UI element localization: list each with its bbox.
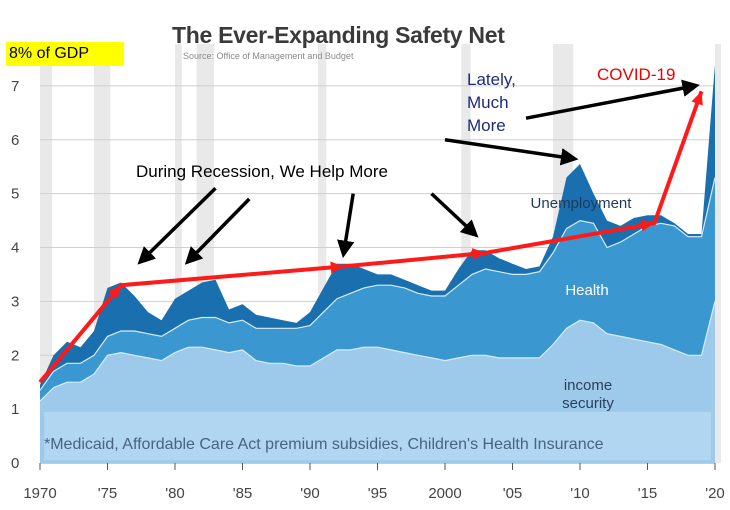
recession-band [318,44,327,463]
y-tick-label: 5 [11,186,19,203]
unemployment-label: Unemployment [531,195,633,212]
health-label: Health [565,282,608,299]
x-tick-label: '05 [503,485,523,502]
boundary-line-1 [39,177,716,391]
chart-source: Source: Office of Management and Budget [183,51,354,61]
recession-annotation: During Recession, We Help More [136,162,388,181]
annotation-arrow [430,192,479,238]
x-tick-label: '75 [98,485,118,502]
chart-footnote: *Medicaid, Affordable Care Act premium s… [44,436,604,453]
lately-line3: More [467,116,506,135]
recession-band [175,44,182,463]
y-tick-label: 7 [11,78,19,95]
x-tick-label: '20 [705,485,725,502]
annotation-arrow [525,79,700,120]
annotation-arrow [137,186,217,265]
trend-arrowhead [108,285,121,299]
trend-line [38,90,704,384]
y-tick-label: 1 [11,401,19,418]
annotation-arrows [137,79,700,265]
x-tick-label: '10 [570,485,590,502]
x-tick-label: '85 [233,485,253,502]
annotation-arrow [337,193,355,259]
y-axis-ticks: 0 1 2 3 4 5 6 7 [11,78,19,472]
trend-arrowhead [691,91,703,106]
chart-title: The Ever-Expanding Safety Net [172,22,505,48]
y-tick-label: 4 [11,240,19,257]
x-tick-label: '95 [368,485,388,502]
income-label-line2: security [562,395,614,412]
y-tick-label: 2 [11,347,19,364]
annotation-arrow [184,197,251,265]
covid-annotation: COVID-19 [597,65,675,84]
income-label-line1: income [564,377,612,394]
trend-arrowhead [472,248,486,261]
x-tick-label: '15 [638,485,658,502]
recession-band [715,44,721,463]
lately-line2: Much [467,93,509,112]
y-tick-label: 0 [11,455,19,472]
trend-arrowhead [640,219,655,232]
footnote-band [44,411,711,461]
x-tick-label: '80 [165,485,185,502]
annotation-arrow [444,138,579,166]
recession-band [40,44,53,463]
area-overlay-lines [39,177,716,402]
x-tick-label: '90 [300,485,320,502]
x-axis-ticks: 1970 '75 '80 '85 '90 '95 2000 '05 '10 '15 '20 [23,463,725,502]
stacked-areas [40,64,715,464]
lately-line1: Lately, [467,70,516,89]
trend-arrowhead [330,261,344,274]
trend-path [38,90,704,384]
x-tick-label: 2000 [428,485,461,502]
y-tick-label: 3 [11,293,19,310]
boundary-line-0 [39,301,716,402]
y-tick-label: 6 [11,132,19,149]
y-axis-unit-label: 8% of GDP [6,42,124,66]
x-tick-label: 1970 [23,485,56,502]
